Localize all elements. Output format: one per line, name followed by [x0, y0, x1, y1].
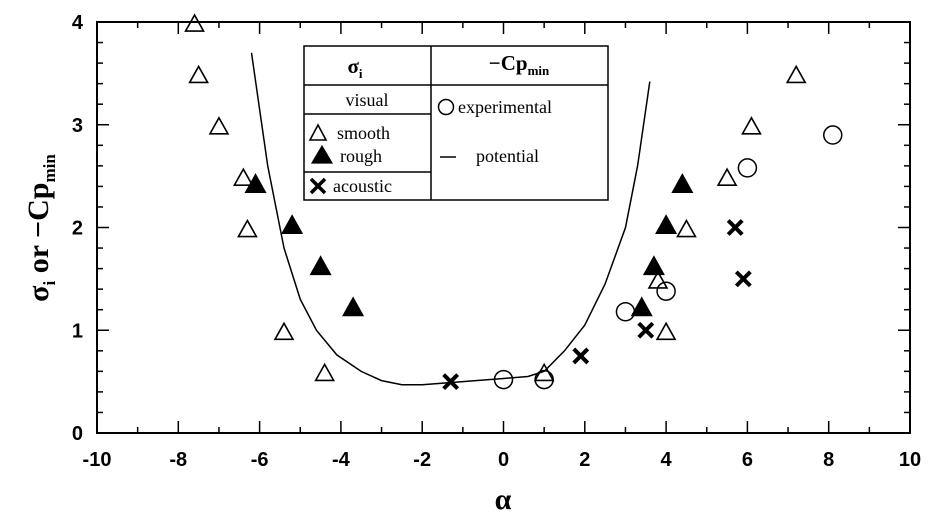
point-smooth	[676, 218, 697, 238]
legend-experimental-marker	[437, 98, 455, 116]
legend-header-sigma-sub: i	[359, 66, 363, 81]
point-rough	[281, 214, 304, 235]
legend-experimental-label: experimental	[458, 97, 552, 117]
x-tick-label: 2	[579, 449, 590, 471]
x-tick-label: -6	[251, 449, 269, 471]
point-rough	[244, 173, 267, 193]
legend-header-cpmin: −Cpmin	[489, 51, 550, 78]
y-tick-label: 1	[72, 320, 83, 342]
x-tick-label: -4	[332, 449, 351, 471]
point-smooth	[237, 218, 258, 238]
point-acoustic-stroke	[734, 270, 752, 288]
y-axis-title-sub-min: min	[40, 154, 59, 183]
point-experimental	[615, 302, 636, 322]
y-axis-title-sigma: σ	[22, 285, 55, 302]
x-axis-title: α	[495, 483, 512, 516]
point-acoustic	[734, 270, 752, 288]
y-tick-label: 0	[72, 423, 83, 445]
point-rough	[655, 214, 678, 235]
point-experimental	[737, 158, 758, 178]
x-tick-label: 10	[899, 449, 921, 471]
legend-visual-label: visual	[346, 90, 389, 110]
x-tick-label: 4	[661, 449, 673, 471]
point-smooth	[785, 64, 807, 84]
point-rough	[342, 296, 365, 317]
legend-acoustic-marker	[309, 177, 327, 195]
point-acoustic	[637, 321, 655, 339]
legend-header-cpmin-sub: min	[528, 63, 550, 78]
x-tick-label: -8	[169, 449, 187, 471]
x-tick-label: 6	[742, 449, 753, 471]
point-acoustic	[726, 219, 744, 236]
x-tick-label: 0	[498, 449, 509, 471]
y-axis-title: σi or −Cpmin	[22, 154, 59, 302]
legend-acoustic-stroke-2	[309, 177, 327, 195]
legend: σi −Cpmin visual smooth rough acoustic e…	[303, 45, 609, 201]
legend-header-sigma: σi	[347, 54, 362, 81]
point-rough	[642, 255, 665, 276]
y-axis-title-sub-i: i	[40, 280, 59, 285]
y-tick-label: 3	[72, 115, 83, 137]
point-acoustic-stroke	[442, 373, 460, 391]
legend-header-cpmin-main: −Cp	[489, 51, 528, 75]
point-acoustic-stroke	[572, 347, 590, 365]
point-experimental	[823, 125, 843, 145]
tick-marks	[96, 21, 911, 434]
point-rough	[309, 255, 332, 276]
point-acoustic-stroke	[637, 321, 655, 339]
point-smooth	[314, 362, 336, 382]
legend-box	[303, 45, 609, 201]
point-experimental	[534, 369, 554, 390]
point-experimental	[493, 369, 514, 390]
tick-labels: -10 -8 -6 -4 -2 0 2 4 6 8 10 0 1 2 3 4	[72, 12, 921, 471]
legend-rough-label: rough	[340, 146, 382, 166]
point-experimental	[656, 281, 676, 301]
point-acoustic	[572, 347, 590, 365]
point-smooth	[208, 116, 230, 135]
point-smooth	[741, 116, 762, 135]
legend-acoustic-label: acoustic	[333, 176, 392, 196]
point-smooth	[655, 321, 677, 341]
point-rough	[630, 296, 653, 317]
potential-curve	[250, 52, 651, 386]
legend-rough-marker	[310, 144, 334, 164]
point-acoustic-stroke	[726, 219, 744, 236]
legend-smooth-label: smooth	[337, 123, 390, 143]
legend-potential-label: potential	[476, 146, 539, 166]
y-tick-label: 2	[72, 218, 83, 240]
point-smooth	[273, 321, 295, 341]
point-smooth	[232, 167, 254, 186]
y-axis-title-mid: or −Cp	[22, 183, 55, 281]
markers	[184, 13, 843, 391]
point-rough	[671, 173, 694, 193]
legend-smooth-marker	[308, 123, 328, 141]
legend-header-sigma-main: σ	[347, 54, 359, 78]
y-tick-label: 4	[72, 12, 84, 34]
point-acoustic	[442, 373, 460, 391]
point-smooth	[188, 64, 209, 84]
x-tick-label: -2	[413, 449, 431, 471]
x-tick-label: -10	[83, 449, 112, 471]
point-smooth	[184, 13, 205, 32]
point-smooth	[716, 167, 738, 186]
x-tick-label: 8	[823, 449, 834, 471]
